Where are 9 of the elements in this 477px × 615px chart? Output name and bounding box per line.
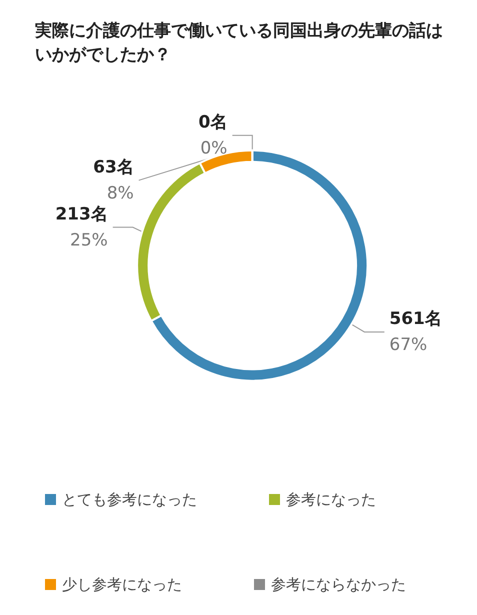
legend-label: 少し参考になった (62, 576, 182, 594)
legend-label: 参考になった (286, 490, 376, 508)
data-label: 63名 8% (93, 157, 134, 204)
legend-label: 参考にならなかった (271, 576, 406, 594)
data-label: 213名 25% (55, 204, 108, 250)
legend-label: とても参考になった (62, 490, 197, 508)
data-label: 561名 67% (389, 308, 442, 355)
text: 0名 0% (198, 112, 228, 158)
chart-title: 実際に介護の仕事で働いている同国出身の先輩の話はいかがでしたか？ (34, 21, 443, 65)
